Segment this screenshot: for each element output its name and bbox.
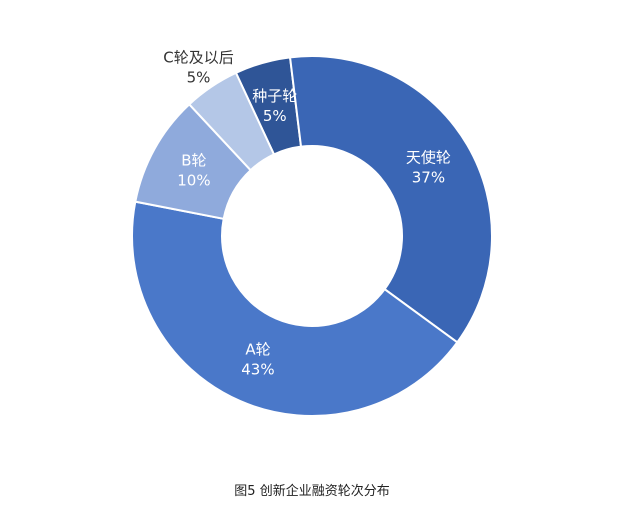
slice-value-label: 37% <box>412 169 445 187</box>
slice-value-label: 5% <box>263 107 287 125</box>
donut-slice <box>288 55 493 344</box>
slice-name-label: C轮及以后 <box>163 49 233 67</box>
donut-slice <box>131 200 459 417</box>
donut-slices <box>131 55 493 417</box>
slice-value-label: 43% <box>241 361 274 379</box>
slice-value-label: 5% <box>187 69 211 87</box>
slice-name-label: 种子轮 <box>252 87 297 105</box>
slice-labels: 种子轮 5% 天使轮 37% A轮 43% B轮 10% C轮及以后 5% <box>163 49 451 379</box>
slice-name-label: A轮 <box>245 341 270 359</box>
slice-value-label: 10% <box>177 172 210 190</box>
figure-caption: 图5 创新企业融资轮次分布 <box>234 484 390 499</box>
slice-name-label: 天使轮 <box>406 149 451 167</box>
donut-slice <box>187 71 276 172</box>
slice-name-label: B轮 <box>181 152 206 170</box>
